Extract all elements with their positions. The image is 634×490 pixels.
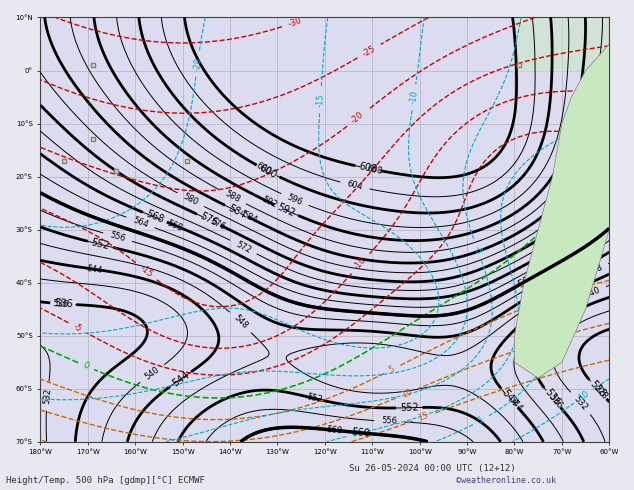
Text: 536: 536 (547, 393, 564, 411)
Text: 560: 560 (327, 425, 343, 436)
Text: 556: 556 (108, 231, 126, 244)
Text: 552: 552 (306, 392, 323, 405)
Text: 560: 560 (516, 272, 537, 290)
Text: -30: -30 (287, 16, 303, 29)
Text: 536: 536 (54, 298, 73, 310)
Text: 608: 608 (366, 164, 384, 176)
Text: 0: 0 (82, 361, 91, 371)
Text: 552: 552 (90, 237, 111, 251)
Text: 592: 592 (276, 202, 297, 219)
Text: 580: 580 (181, 192, 200, 207)
Text: -5: -5 (72, 322, 83, 334)
Text: 596: 596 (286, 193, 304, 207)
Text: 576: 576 (198, 211, 219, 228)
Text: -20: -20 (192, 56, 203, 71)
Text: 536: 536 (543, 388, 562, 408)
Text: 544: 544 (86, 264, 103, 275)
Text: 568: 568 (165, 218, 184, 233)
Text: -15: -15 (316, 93, 325, 107)
Text: -5: -5 (472, 245, 483, 256)
Text: -20: -20 (349, 110, 366, 126)
Text: Height/Temp. 500 hPa [gdmp][°C] ECMWF: Height/Temp. 500 hPa [gdmp][°C] ECMWF (6, 476, 205, 485)
Text: 552: 552 (561, 266, 579, 281)
Text: 584: 584 (240, 210, 258, 225)
Text: 10: 10 (400, 387, 413, 399)
Text: 584: 584 (226, 202, 247, 220)
Text: 564: 564 (131, 216, 150, 229)
Text: 544: 544 (170, 369, 191, 389)
Text: 15: 15 (417, 411, 430, 423)
Text: 548: 548 (586, 263, 604, 278)
Text: 528: 528 (588, 379, 608, 399)
Text: 540: 540 (583, 285, 601, 299)
Text: -10: -10 (408, 90, 419, 104)
Text: 588: 588 (223, 189, 242, 205)
Text: 568: 568 (145, 209, 165, 225)
Text: 532: 532 (572, 394, 590, 412)
Text: 572: 572 (234, 239, 252, 255)
Text: 552: 552 (399, 402, 418, 413)
Text: 544: 544 (507, 396, 524, 414)
Text: -10: -10 (353, 256, 368, 272)
Text: 532: 532 (42, 388, 53, 405)
Text: ©weatheronline.co.uk: ©weatheronline.co.uk (456, 476, 557, 485)
Text: 548: 548 (231, 314, 249, 331)
Text: 0: 0 (351, 429, 359, 440)
Text: 5: 5 (476, 416, 485, 426)
Text: 600: 600 (254, 161, 273, 176)
Text: 556: 556 (381, 416, 398, 426)
Text: 576: 576 (209, 217, 227, 232)
Text: -15: -15 (138, 264, 154, 279)
Text: Su 26-05-2024 00:00 UTC (12+12): Su 26-05-2024 00:00 UTC (12+12) (349, 464, 515, 473)
Text: 544: 544 (500, 388, 519, 408)
Text: 600: 600 (257, 163, 278, 180)
Text: 540: 540 (143, 365, 161, 382)
Text: 528: 528 (592, 383, 609, 401)
Text: 608: 608 (358, 162, 378, 175)
Text: 592: 592 (261, 195, 279, 210)
Text: -25: -25 (361, 44, 377, 58)
Text: 5: 5 (387, 365, 396, 375)
Text: 560: 560 (351, 427, 370, 439)
Text: 560: 560 (530, 266, 548, 282)
Text: 10: 10 (577, 390, 590, 403)
Text: 536: 536 (52, 298, 68, 309)
Text: 604: 604 (346, 179, 364, 192)
Polygon shape (515, 18, 609, 378)
